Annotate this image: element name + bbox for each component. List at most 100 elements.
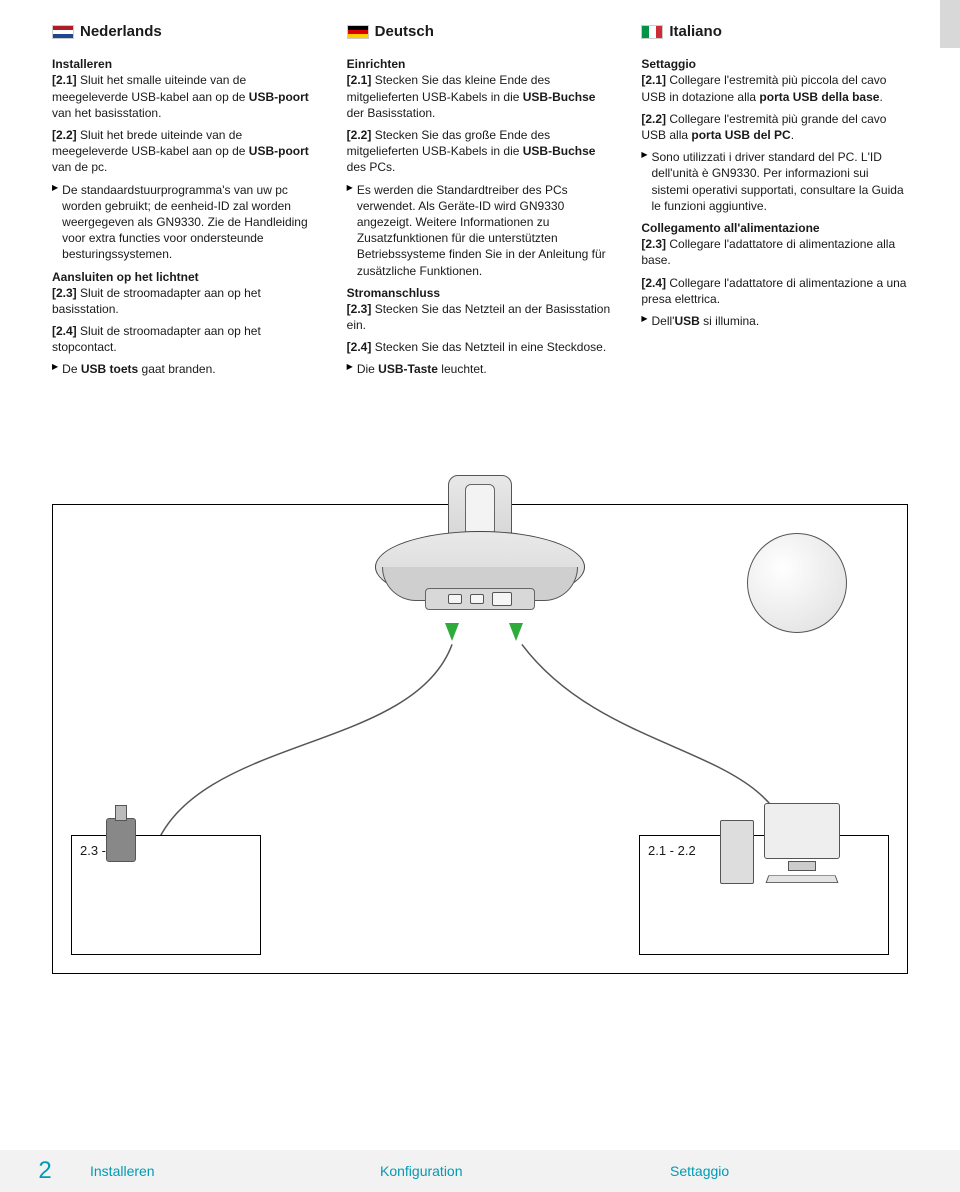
nl-p1-t1: Sluit het smalle uiteinde van de meegele… xyxy=(52,73,249,103)
nl-p1-ref: [2.1] xyxy=(52,73,77,87)
top-margin-bar xyxy=(940,0,960,48)
de-b2-a: Die xyxy=(357,362,378,376)
de-p1: [2.1] Stecken Sie das kleine Ende des mi… xyxy=(347,72,614,121)
page-footer: 2 Installeren Konfiguration Settaggio xyxy=(0,1150,960,1192)
footer-col-3: Settaggio xyxy=(670,1162,960,1181)
nl-p2-bold: USB-poort xyxy=(249,144,309,158)
de-b2-c: leuchtet. xyxy=(438,362,487,376)
it-p3-t: Collegare l'adattatore di alimentazione … xyxy=(641,237,895,267)
diagram-inset-right: 2.1 - 2.2 xyxy=(639,835,889,955)
de-p1-t1: Stecken Sie das kleine Ende des mitgelie… xyxy=(347,73,550,103)
de-p2-t2: des PCs. xyxy=(347,160,396,174)
nl-p2-t1: Sluit het brede uiteinde van de meegelev… xyxy=(52,128,249,158)
it-p2-t2: . xyxy=(791,128,794,142)
nl-p3-t: Sluit de stroomadapter aan op het basiss… xyxy=(52,286,261,316)
de-p3: [2.3] Stecken Sie das Netzteil an der Ba… xyxy=(347,301,614,333)
nl-p1-t2: van het basisstation. xyxy=(52,106,161,120)
de-p1-t2: der Basisstation. xyxy=(347,106,436,120)
it-p4-t: Collegare l'adattatore di alimentazione … xyxy=(641,276,906,306)
monitor-stand-icon xyxy=(788,861,816,871)
keyboard-icon xyxy=(766,875,839,883)
nl-p2-t2: van de pc. xyxy=(52,160,107,174)
column-it: Italiano Settaggio [2.1] Collegare l'est… xyxy=(641,22,908,384)
base-ellipse-icon xyxy=(375,531,585,603)
it-p1: [2.1] Collegare l'estremità più piccola … xyxy=(641,72,908,104)
de-b2-b: USB-Taste xyxy=(378,362,438,376)
nl-b2-wrap: De USB toets gaat branden. xyxy=(62,361,215,377)
page-content: Nederlands Installeren [2.1] Sluit het s… xyxy=(0,0,960,974)
it-p1-bold: porta USB della base xyxy=(759,90,879,104)
diagram-container: 2.3 - 2.4 2.1 - 2.2 xyxy=(52,504,908,974)
flag-de-icon xyxy=(347,25,369,39)
it-p2-bold: porta USB del PC xyxy=(691,128,790,142)
ports-panel-icon xyxy=(425,588,535,610)
nl-p2: [2.2] Sluit het brede uiteinde van de me… xyxy=(52,127,319,176)
usb-port-icon xyxy=(492,592,512,606)
it-p3-ref: [2.3] xyxy=(641,237,666,251)
device-base-illustration xyxy=(365,531,595,603)
lang-header-de: Deutsch xyxy=(347,22,614,42)
port-icon xyxy=(470,594,484,604)
de-b1-text: Es werden die Standardtreiber des PCs ve… xyxy=(357,182,614,279)
green-arrow-icon xyxy=(445,623,459,641)
footer-col-2: Konfiguration xyxy=(380,1162,670,1181)
de-b2-wrap: Die USB-Taste leuchtet. xyxy=(357,361,487,377)
diagram-inset-left: 2.3 - 2.4 xyxy=(71,835,261,955)
flag-nl-icon xyxy=(52,25,74,39)
it-bullet1: Sono utilizzati i driver standard del PC… xyxy=(641,149,908,214)
nl-b2-a: De xyxy=(62,362,81,376)
nl-p3-ref: [2.3] xyxy=(52,286,77,300)
green-arrow-icon xyxy=(509,623,523,641)
it-b2-a: Dell' xyxy=(652,314,675,328)
nl-p4: [2.4] Sluit de stroomadapter aan op het … xyxy=(52,323,319,355)
hand-holding-earpiece-icon xyxy=(747,533,847,633)
flag-it-icon xyxy=(641,25,663,39)
nl-p3: [2.3] Sluit de stroomadapter aan op het … xyxy=(52,285,319,317)
lang-header-it: Italiano xyxy=(641,22,908,42)
de-p4: [2.4] Stecken Sie das Netzteil in eine S… xyxy=(347,339,614,355)
de-bullet2: Die USB-Taste leuchtet. xyxy=(347,361,614,377)
nl-b2-b: USB toets xyxy=(81,362,138,376)
nl-b2-c: gaat branden. xyxy=(138,362,215,376)
lang-name-nl: Nederlands xyxy=(80,22,162,42)
it-p1-ref: [2.1] xyxy=(641,73,666,87)
lang-name-it: Italiano xyxy=(669,22,722,42)
nl-p4-t: Sluit de stroomadapter aan op het stopco… xyxy=(52,324,261,354)
it-b2-c: si illumina. xyxy=(700,314,759,328)
de-p1-ref: [2.1] xyxy=(347,73,372,87)
de-p2-bold: USB-Buchse xyxy=(523,144,596,158)
nl-p1-bold: USB-poort xyxy=(249,90,309,104)
footer-col-1: Installeren xyxy=(90,1162,380,1181)
it-p4: [2.4] Collegare l'adattatore di alimenta… xyxy=(641,275,908,307)
de-p3-t: Stecken Sie das Netzteil an der Basissta… xyxy=(347,302,610,332)
de-bullet1: Es werden die Standardtreiber des PCs ve… xyxy=(347,182,614,279)
it-p3: [2.3] Collegare l'adattatore di alimenta… xyxy=(641,236,908,268)
nl-p4-ref: [2.4] xyxy=(52,324,77,338)
it-b1-text: Sono utilizzati i driver standard del PC… xyxy=(652,149,909,214)
monitor-icon xyxy=(764,803,840,859)
de-p4-t: Stecken Sie das Netzteil in eine Steckdo… xyxy=(371,340,606,354)
de-p2: [2.2] Stecken Sie das große Ende des mit… xyxy=(347,127,614,176)
computer-icon xyxy=(764,803,840,884)
lang-name-de: Deutsch xyxy=(375,22,434,42)
nl-bullet1: De standaardstuurprogramma's van uw pc w… xyxy=(52,182,319,263)
column-nl: Nederlands Installeren [2.1] Sluit het s… xyxy=(52,22,319,384)
it-p1-t2: . xyxy=(879,90,882,104)
nl-p2-ref: [2.2] xyxy=(52,128,77,142)
de-p2-ref: [2.2] xyxy=(347,128,372,142)
column-de: Deutsch Einrichten [2.1] Stecken Sie das… xyxy=(347,22,614,384)
it-b2-b: USB xyxy=(674,314,699,328)
nl-title-power: Aansluiten op het lichtnet xyxy=(52,269,319,285)
it-p2-ref: [2.2] xyxy=(641,112,666,126)
nl-p1: [2.1] Sluit het smalle uiteinde van de m… xyxy=(52,72,319,121)
earpiece-icon xyxy=(747,533,847,633)
de-p1-bold: USB-Buchse xyxy=(523,90,596,104)
it-title-install: Settaggio xyxy=(641,56,908,72)
pc-tower-icon xyxy=(720,820,754,884)
it-p4-ref: [2.4] xyxy=(641,276,666,290)
port-icon xyxy=(448,594,462,604)
de-p4-ref: [2.4] xyxy=(347,340,372,354)
it-b2-wrap: Dell'USB si illumina. xyxy=(652,313,760,329)
nl-title-install: Installeren xyxy=(52,56,319,72)
it-p2: [2.2] Collegare l'estremità più grande d… xyxy=(641,111,908,143)
